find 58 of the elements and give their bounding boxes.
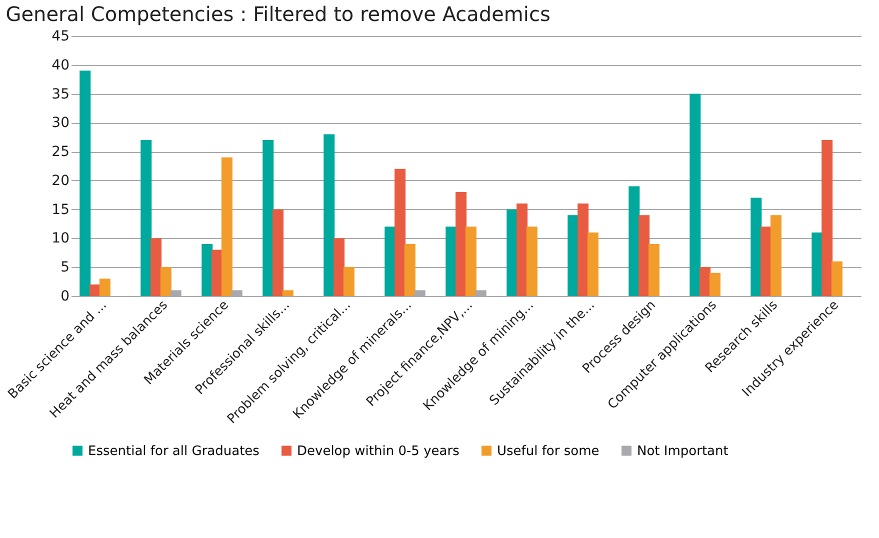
- bar: [587, 232, 598, 296]
- legend-label: Useful for some: [497, 444, 600, 459]
- bar: [384, 226, 396, 296]
- bar: [526, 226, 538, 296]
- bar: [231, 290, 242, 296]
- bar: [648, 244, 660, 296]
- y-tick-label: 25: [52, 144, 70, 160]
- chart-title: General Competencies : Filtered to remove Academics: [6, 2, 550, 26]
- bar: [690, 94, 701, 296]
- bar: [160, 267, 172, 296]
- bar: [80, 70, 91, 296]
- y-tick-label: 15: [52, 202, 70, 218]
- bar: [568, 215, 579, 296]
- bar: [831, 261, 842, 296]
- y-tick-label: 45: [52, 28, 70, 44]
- bar: [638, 215, 650, 296]
- bar: [282, 290, 294, 296]
- bar: [394, 168, 406, 296]
- y-tick-label: 40: [52, 57, 70, 74]
- bar: [812, 232, 823, 296]
- y-tick-label: 5: [60, 260, 70, 276]
- bar: [221, 157, 232, 296]
- bar: [446, 226, 457, 296]
- bar: [90, 284, 101, 296]
- bar: [212, 250, 223, 296]
- y-tick-label: 30: [52, 115, 70, 132]
- bar: [628, 186, 640, 296]
- y-tick-label: 10: [52, 230, 70, 247]
- bar: [202, 244, 213, 296]
- y-tick-label: 0: [60, 288, 70, 304]
- bar: [404, 244, 416, 296]
- bar: [456, 192, 467, 296]
- bar: [770, 215, 782, 296]
- bar: [700, 267, 711, 296]
- bar: [140, 140, 152, 296]
- bar: [262, 140, 274, 296]
- bar: [578, 204, 589, 296]
- legend-label: Develop within 0-5 years: [297, 444, 460, 459]
- bar: [475, 290, 486, 296]
- bar: [750, 198, 762, 296]
- bar: [822, 140, 833, 296]
- bar: [506, 209, 518, 296]
- bar: [324, 134, 335, 296]
- bar: [343, 267, 354, 296]
- bar: [516, 204, 528, 296]
- legend-label: Not Important: [637, 444, 728, 459]
- bar: [760, 226, 772, 296]
- y-tick-label: 20: [52, 172, 70, 189]
- bar: [334, 238, 345, 296]
- bar: [465, 226, 476, 296]
- legend-label: Essential for all Graduates: [88, 444, 260, 459]
- bar: [709, 272, 720, 296]
- bar: [414, 290, 426, 296]
- bar: [99, 278, 110, 296]
- bar: [272, 209, 284, 296]
- bar: [150, 238, 162, 296]
- bar: [170, 290, 182, 296]
- y-tick-label: 35: [52, 86, 70, 102]
